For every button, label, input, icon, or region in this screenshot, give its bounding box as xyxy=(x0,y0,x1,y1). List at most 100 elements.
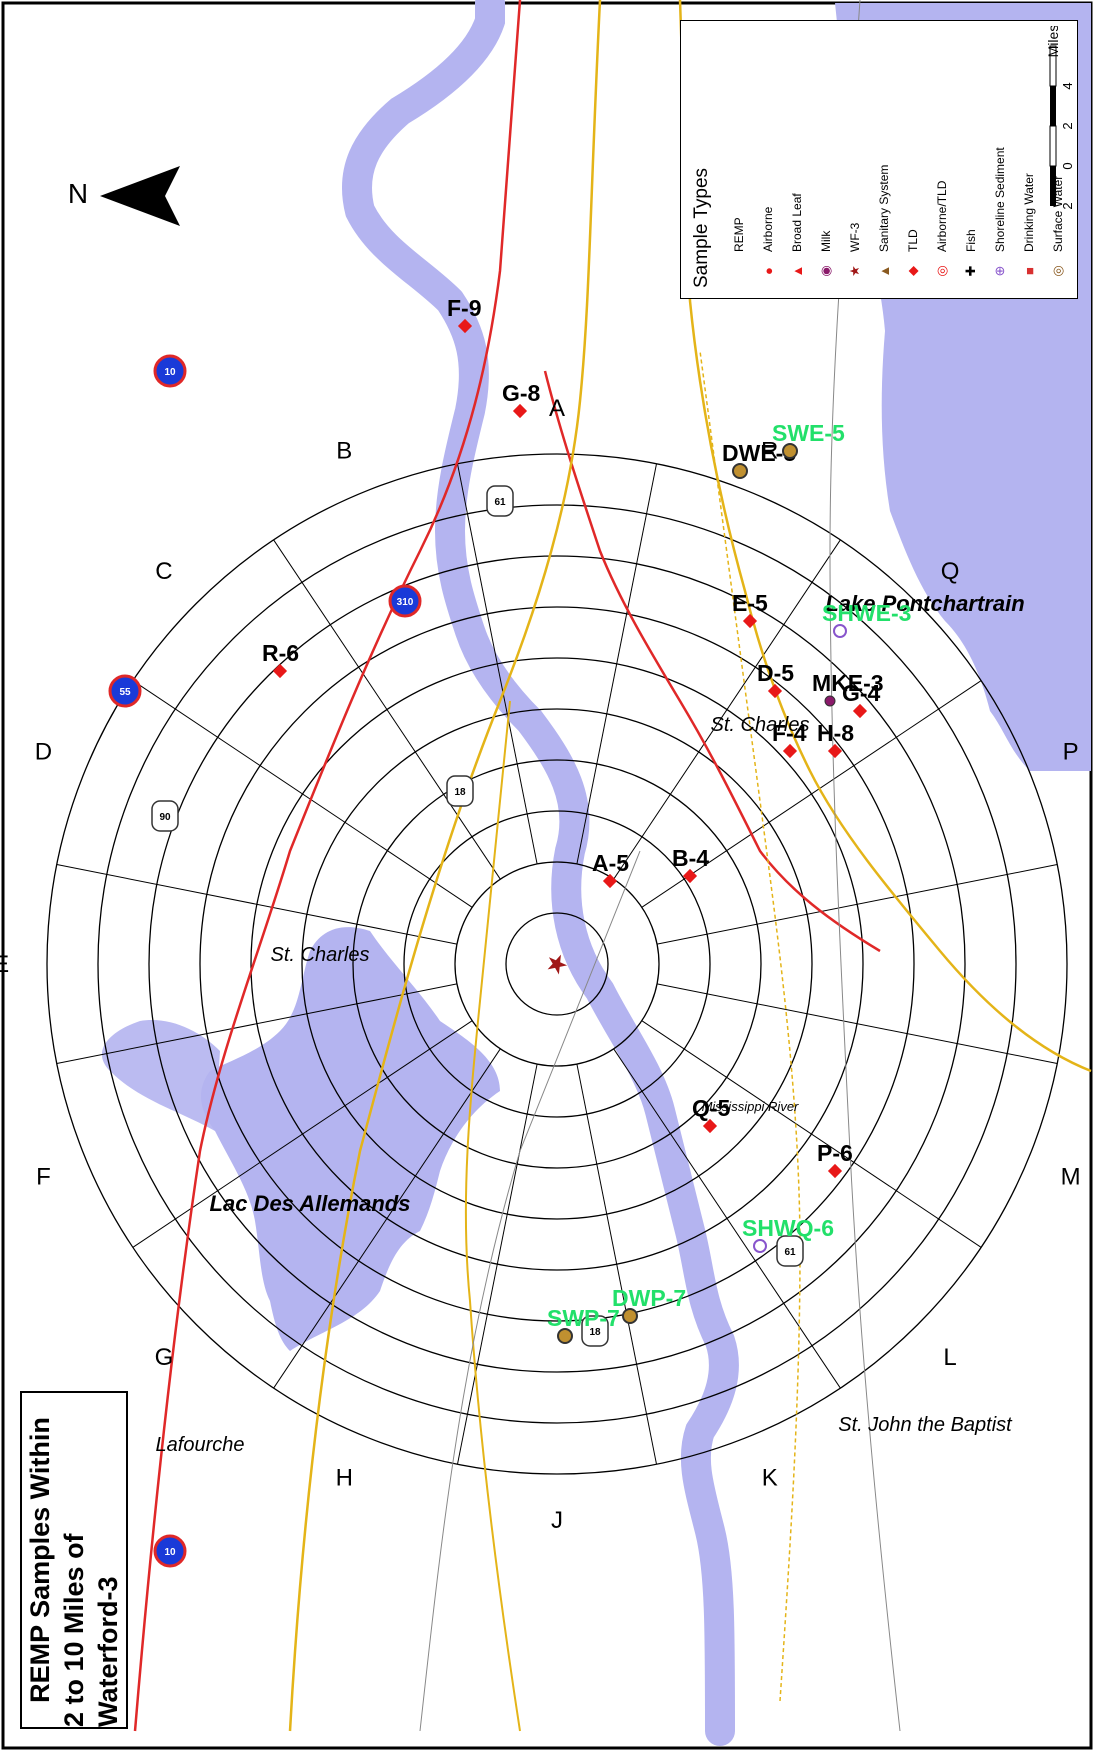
ray-10 xyxy=(641,1020,982,1248)
sector-label: C xyxy=(155,558,172,585)
legend: Sample Types REMP ● Airborne ▲ Broad Leaf ◉ Mi… xyxy=(680,20,1078,299)
ray-15 xyxy=(576,463,657,865)
ring-10 xyxy=(46,453,1068,1475)
sector-label: Q xyxy=(941,558,960,585)
highway-shield-state: 18 xyxy=(446,775,474,807)
legend-item-label: Sanitary System xyxy=(877,164,891,252)
highway-shields: 55 10 10 310 61 61 90 18 18 xyxy=(108,354,804,1568)
sector-label: A xyxy=(549,395,565,422)
station-SHWE-3: SHWE-3 xyxy=(822,600,911,638)
station-G-4: G-4 xyxy=(842,680,881,719)
tld-marker-icon xyxy=(767,683,783,699)
highway-number: 18 xyxy=(454,787,466,798)
highway-number: 61 xyxy=(494,497,506,508)
north-label: N xyxy=(68,178,88,209)
station-B-4: B-4 xyxy=(672,845,709,884)
road-layer xyxy=(133,0,1092,1732)
highway-number: 310 xyxy=(397,597,414,608)
ray-13 xyxy=(641,680,982,908)
station-F-9: F-9 xyxy=(447,295,482,334)
place-st_charles_south: St. Charles xyxy=(271,944,370,966)
ring-2 xyxy=(454,861,660,1067)
tld-marker-icon xyxy=(702,1118,718,1134)
shoreline-marker-icon xyxy=(833,624,847,638)
sector-label: K xyxy=(762,1465,778,1492)
distance-rings xyxy=(46,453,1068,1475)
sector-label: B xyxy=(336,437,352,464)
station-label: F-4 xyxy=(772,720,807,746)
ray-14 xyxy=(613,539,841,880)
tld-marker-icon xyxy=(272,663,288,679)
station-label: H-8 xyxy=(817,720,854,746)
tld-marker-icon xyxy=(782,743,798,759)
ring-1 xyxy=(505,912,609,1016)
station-label: SHWQ-6 xyxy=(742,1215,834,1241)
route-shield-icon xyxy=(151,800,179,832)
station-label: F-9 xyxy=(447,295,482,321)
red-target-icon: ◎ xyxy=(934,265,949,277)
highway-number: 61 xyxy=(784,1247,796,1258)
highway-shield-us: 90 xyxy=(151,800,179,832)
ray-8 xyxy=(576,1063,657,1465)
legend-item-label: Milk xyxy=(819,230,833,252)
scale-tick-0: 2 xyxy=(1060,202,1075,209)
us-61-line xyxy=(288,0,602,1732)
water-marker-icon xyxy=(782,443,798,459)
station-label: R-6 xyxy=(262,640,299,666)
scale-unit: Miles xyxy=(1045,26,1061,57)
ray-1 xyxy=(273,539,501,880)
station-D-5: D-5 xyxy=(757,660,794,699)
brown-triangle-icon: ▲ xyxy=(876,264,892,278)
sector-rays xyxy=(56,463,1058,1465)
station-H-8: H-8 xyxy=(817,720,854,759)
lac-des-allemands xyxy=(200,927,500,1351)
station-label: G-4 xyxy=(842,680,881,706)
highway-shield-interstate: 10 xyxy=(153,1534,187,1568)
state-18-line xyxy=(464,700,521,1732)
purple-circle-icon: ◉ xyxy=(818,265,833,277)
red-square-icon: ■ xyxy=(1021,267,1037,275)
route-shield-icon xyxy=(581,1315,609,1347)
place-st_john: St. John the Baptist xyxy=(838,1414,1013,1436)
legend-item: ◉ Milk xyxy=(816,231,836,284)
ray-2 xyxy=(132,680,473,908)
red-dot-icon: ● xyxy=(760,267,776,275)
station-E-5: E-5 xyxy=(732,590,768,629)
highway-number: 10 xyxy=(164,1547,176,1558)
ring-9 xyxy=(97,504,1017,1424)
purple-cross-circle-icon: ⊕ xyxy=(992,265,1007,277)
red-star-icon: ★ xyxy=(847,265,862,277)
legend-item-label: TLD xyxy=(906,229,920,252)
station-F-4: F-4 xyxy=(772,720,807,759)
legend-item: ● Airborne xyxy=(758,207,778,284)
station-label: B-4 xyxy=(672,845,709,871)
water-marker-icon xyxy=(622,1308,638,1324)
highway-number: 90 xyxy=(159,812,171,823)
legend-item: ■ Drinking Water xyxy=(1019,173,1039,284)
highway-number: 10 xyxy=(164,367,176,378)
station-G-8: G-8 xyxy=(502,380,541,419)
tld-marker-icon xyxy=(682,868,698,884)
station-DWP-7: DWP-7 xyxy=(612,1285,686,1324)
sector-label: G xyxy=(155,1344,174,1371)
legend-item: ◆ TLD xyxy=(903,229,923,284)
sector-label: J xyxy=(551,1507,563,1534)
highway-number: 55 xyxy=(119,687,131,698)
shoreline-marker-icon xyxy=(753,1239,767,1253)
highway-shield-us: 61 xyxy=(776,1235,804,1267)
station-label: Q-5 xyxy=(692,1095,731,1121)
station-label: SWE-5 xyxy=(772,420,845,446)
scale-tick-2: 2 xyxy=(1060,122,1075,129)
highway-shield-interstate: 10 xyxy=(153,354,187,388)
interstate-shield-icon xyxy=(153,354,187,388)
station-label: SWP-7 xyxy=(547,1305,620,1331)
ray-4 xyxy=(56,983,458,1064)
red-diamond-icon: ◆ xyxy=(905,266,920,276)
red-triangle-icon: ▲ xyxy=(789,264,805,278)
interstate-shield-icon xyxy=(108,674,142,708)
station-R-6: R-6 xyxy=(262,640,299,679)
highway-shield-us: 61 xyxy=(486,485,514,517)
route-shield-icon xyxy=(776,1235,804,1267)
